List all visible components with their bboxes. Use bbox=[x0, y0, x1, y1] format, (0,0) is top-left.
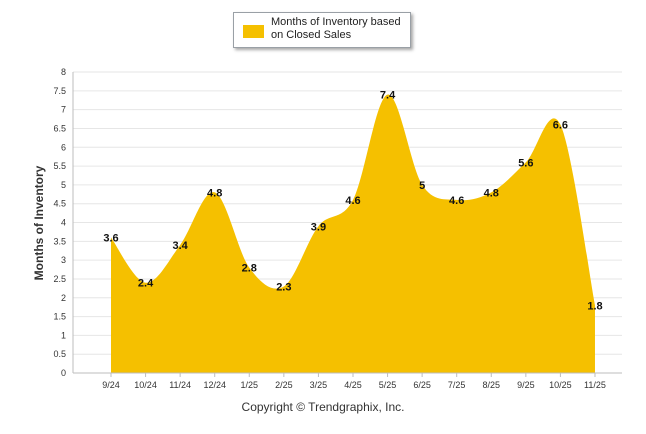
y-tick-label: 5.5 bbox=[53, 161, 66, 171]
legend-label: Months of Inventory based on Closed Sale… bbox=[271, 16, 401, 41]
y-tick-label: 0.5 bbox=[53, 349, 66, 359]
y-tick-label: 7 bbox=[61, 105, 66, 115]
copyright-text: Copyright © Trendgraphix, Inc. bbox=[241, 400, 405, 414]
x-tick-labels: 9/24 10/24 11/24 12/24 1/25 2/25 3/25 4/25 5/25 6… bbox=[102, 373, 606, 390]
y-tick-label: 0 bbox=[61, 368, 66, 378]
data-label: 4.8 bbox=[207, 187, 222, 199]
y-tick-label: 3 bbox=[61, 255, 66, 265]
x-tick-label: 10/25 bbox=[549, 380, 572, 390]
x-tick-label: 4/25 bbox=[344, 380, 362, 390]
data-label: 4.8 bbox=[484, 187, 499, 199]
x-tick-label: 3/25 bbox=[310, 380, 328, 390]
area-fill bbox=[111, 94, 595, 373]
y-tick-label: 2.5 bbox=[53, 274, 66, 284]
legend-swatch bbox=[243, 25, 264, 38]
x-tick-label: 9/24 bbox=[102, 380, 120, 390]
data-label: 7.4 bbox=[380, 90, 396, 102]
y-tick-label: 4 bbox=[61, 218, 66, 228]
data-label: 3.9 bbox=[311, 221, 326, 233]
y-tick-label: 1 bbox=[61, 330, 66, 340]
x-tick-label: 9/25 bbox=[517, 380, 535, 390]
y-tick-label: 8 bbox=[61, 67, 66, 77]
y-tick-label: 2 bbox=[61, 293, 66, 303]
data-label: 4.6 bbox=[345, 195, 360, 207]
data-label: 3.4 bbox=[172, 240, 188, 252]
x-tick-label: 2/25 bbox=[275, 380, 293, 390]
x-tick-label: 1/25 bbox=[241, 380, 259, 390]
x-tick-label: 7/25 bbox=[448, 380, 466, 390]
data-label: 2.3 bbox=[276, 281, 291, 293]
x-tick-label: 8/25 bbox=[483, 380, 501, 390]
data-label: 1.8 bbox=[587, 300, 602, 312]
data-label: 2.8 bbox=[242, 263, 257, 275]
y-tick-label: 5 bbox=[61, 180, 66, 190]
area-series bbox=[111, 94, 595, 373]
axes bbox=[72, 72, 622, 374]
x-tick-label: 5/25 bbox=[379, 380, 397, 390]
x-tick-label: 12/24 bbox=[203, 380, 226, 390]
y-tick-label: 6 bbox=[61, 142, 66, 152]
data-label: 5 bbox=[419, 180, 425, 192]
y-tick-label: 4.5 bbox=[53, 199, 66, 209]
legend: Months of Inventory based on Closed Sale… bbox=[233, 12, 411, 48]
y-tick-label: 6.5 bbox=[53, 123, 66, 133]
data-labels: 3.6 2.4 3.4 4.8 2.8 2.3 3.9 4.6 7.4 5 4.6 4.8 5.6 6.6… bbox=[103, 90, 602, 313]
y-tick-label: 3.5 bbox=[53, 236, 66, 246]
y-tick-label: 1.5 bbox=[53, 312, 66, 322]
x-tick-label: 6/25 bbox=[413, 380, 431, 390]
y-tick-label: 7.5 bbox=[53, 86, 66, 96]
data-label: 3.6 bbox=[103, 233, 118, 245]
y-axis-title: Months of Inventory bbox=[32, 165, 46, 280]
x-tick-label: 10/24 bbox=[134, 380, 157, 390]
x-tick-label: 11/25 bbox=[584, 380, 606, 390]
x-tick-label: 11/24 bbox=[169, 380, 191, 390]
data-label: 4.6 bbox=[449, 195, 464, 207]
y-tick-labels: 0 0.5 1 1.5 2 2.5 3 3.5 4 4.5 5 5.5 6 6.5 7 7.5 8 bbox=[53, 67, 66, 378]
data-label: 6.6 bbox=[553, 120, 568, 132]
data-label: 2.4 bbox=[138, 278, 154, 290]
data-label: 5.6 bbox=[518, 157, 533, 169]
